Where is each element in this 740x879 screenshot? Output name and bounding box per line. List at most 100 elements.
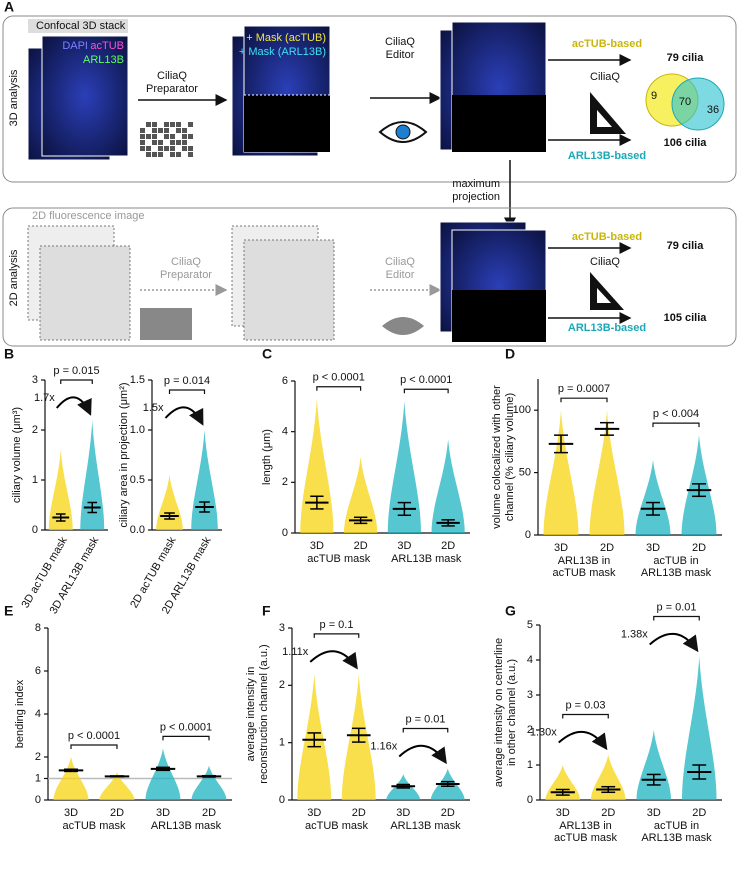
pixel bbox=[170, 134, 175, 139]
bracket bbox=[70, 744, 118, 749]
pixel bbox=[158, 128, 163, 133]
bracket bbox=[162, 735, 210, 741]
step-label: CiliaQ bbox=[157, 70, 187, 82]
p-value: p = 0.015 bbox=[53, 365, 99, 377]
count: 105 cilia bbox=[664, 312, 708, 324]
pixel bbox=[182, 122, 187, 127]
y-tick-label: 4 bbox=[35, 708, 41, 720]
x-tick-label: 3D bbox=[646, 542, 660, 554]
actub-label: acTUB bbox=[90, 40, 124, 52]
y-axis-label: channel (% ciliary volume) bbox=[504, 393, 516, 521]
x-tick-label: 3D bbox=[554, 542, 568, 554]
panel-letter: A bbox=[4, 0, 14, 15]
pixel bbox=[176, 128, 181, 133]
fold-arrow bbox=[558, 730, 608, 751]
pixel bbox=[182, 152, 187, 157]
pixel bbox=[182, 128, 187, 133]
y-axis-label: average intensity on centerline bbox=[493, 638, 505, 787]
pixel bbox=[152, 140, 157, 145]
projection-label: projection bbox=[452, 191, 500, 203]
row-label: 3D analysis bbox=[8, 69, 20, 126]
y-tick-label: 0 bbox=[282, 527, 288, 539]
fold-arrow bbox=[55, 396, 92, 416]
pixel bbox=[188, 146, 193, 151]
spread bbox=[387, 401, 421, 533]
pixel bbox=[164, 134, 169, 139]
image-placeholder bbox=[39, 245, 131, 341]
fold-change: 1.5x bbox=[143, 402, 164, 414]
spread bbox=[145, 748, 181, 800]
mask-image bbox=[452, 95, 546, 152]
ruler-icon bbox=[590, 92, 626, 134]
y-axis-label: volume colocalized with other bbox=[491, 385, 503, 529]
p-value: p = 0.03 bbox=[565, 699, 605, 711]
spread bbox=[53, 757, 89, 800]
pixel bbox=[170, 146, 175, 151]
fold-change: 1.11x bbox=[282, 646, 309, 658]
step-label: CiliaQ bbox=[385, 256, 415, 268]
result-label: acTUB-based bbox=[572, 231, 642, 243]
fold-change: 1.38x bbox=[621, 628, 648, 640]
group-label: acTUB in bbox=[654, 820, 699, 832]
pixel bbox=[146, 134, 151, 139]
count: 79 cilia bbox=[667, 240, 705, 252]
bracket bbox=[60, 379, 93, 384]
pixel bbox=[188, 128, 193, 133]
pixel bbox=[188, 152, 193, 157]
y-axis-label: ciliary area in projection (μm²) bbox=[118, 382, 130, 527]
box-2d bbox=[2, 207, 737, 347]
x-tick-label: 3D bbox=[556, 807, 570, 819]
y-tick-label: 0 bbox=[525, 529, 531, 541]
spread bbox=[589, 410, 625, 535]
pixel bbox=[182, 134, 187, 139]
y-tick-label: 0 bbox=[279, 794, 285, 806]
bracket bbox=[316, 386, 362, 391]
panel-a: A 3D analysis Confocal 3D stack DAPI acT… bbox=[2, 0, 737, 347]
result-label: ARL13B-based bbox=[568, 150, 646, 162]
result-label: acTUB-based bbox=[572, 38, 642, 50]
x-tick-label: 3D bbox=[310, 540, 324, 552]
x-tick-label: 3D bbox=[156, 807, 170, 819]
mask-image bbox=[244, 95, 330, 152]
p-value: p < 0.0001 bbox=[160, 721, 212, 733]
spread bbox=[431, 439, 465, 533]
fold-change: 1.7x bbox=[34, 392, 55, 404]
y-tick-label: 8 bbox=[35, 622, 41, 634]
venn bbox=[671, 77, 725, 131]
y-tick-label: 0 bbox=[32, 524, 38, 536]
pixel bbox=[164, 152, 169, 157]
pixel bbox=[158, 146, 163, 151]
pixel bbox=[176, 146, 181, 151]
x-tick-label: 2D bbox=[441, 540, 455, 552]
spread bbox=[99, 772, 135, 800]
pixel bbox=[164, 140, 169, 145]
panel-letter: E bbox=[4, 603, 13, 619]
step-label: Editor bbox=[386, 49, 415, 61]
p-value: p = 0.1 bbox=[320, 619, 354, 631]
ruler-icon bbox=[590, 272, 624, 310]
y-tick-label: 3 bbox=[279, 622, 285, 634]
x-tick-label: 2D bbox=[601, 807, 615, 819]
y-tick-label: 6 bbox=[282, 375, 288, 387]
count: 106 cilia bbox=[664, 137, 708, 149]
fold-arrow bbox=[649, 632, 699, 653]
box-3d bbox=[2, 15, 737, 183]
panel-letter: G bbox=[505, 603, 516, 619]
p-value: p = 0.0007 bbox=[558, 383, 610, 395]
spread bbox=[344, 457, 378, 533]
chart: D 0 50 100 volume colocalized with other chan… bbox=[491, 346, 722, 579]
pixel bbox=[176, 140, 181, 145]
y-tick-label: 50 bbox=[519, 467, 531, 479]
bracket bbox=[313, 633, 360, 638]
group-label: ARL13B mask bbox=[391, 553, 462, 565]
x-tick-label: 2D bbox=[110, 807, 124, 819]
pixel-icon bbox=[140, 122, 193, 157]
y-tick-label: 2 bbox=[32, 424, 38, 436]
fold-arrow bbox=[164, 406, 204, 426]
panel-letter: F bbox=[262, 603, 271, 619]
pixel bbox=[140, 122, 145, 127]
group-label: ARL13B mask bbox=[641, 832, 712, 844]
pixel bbox=[176, 134, 181, 139]
